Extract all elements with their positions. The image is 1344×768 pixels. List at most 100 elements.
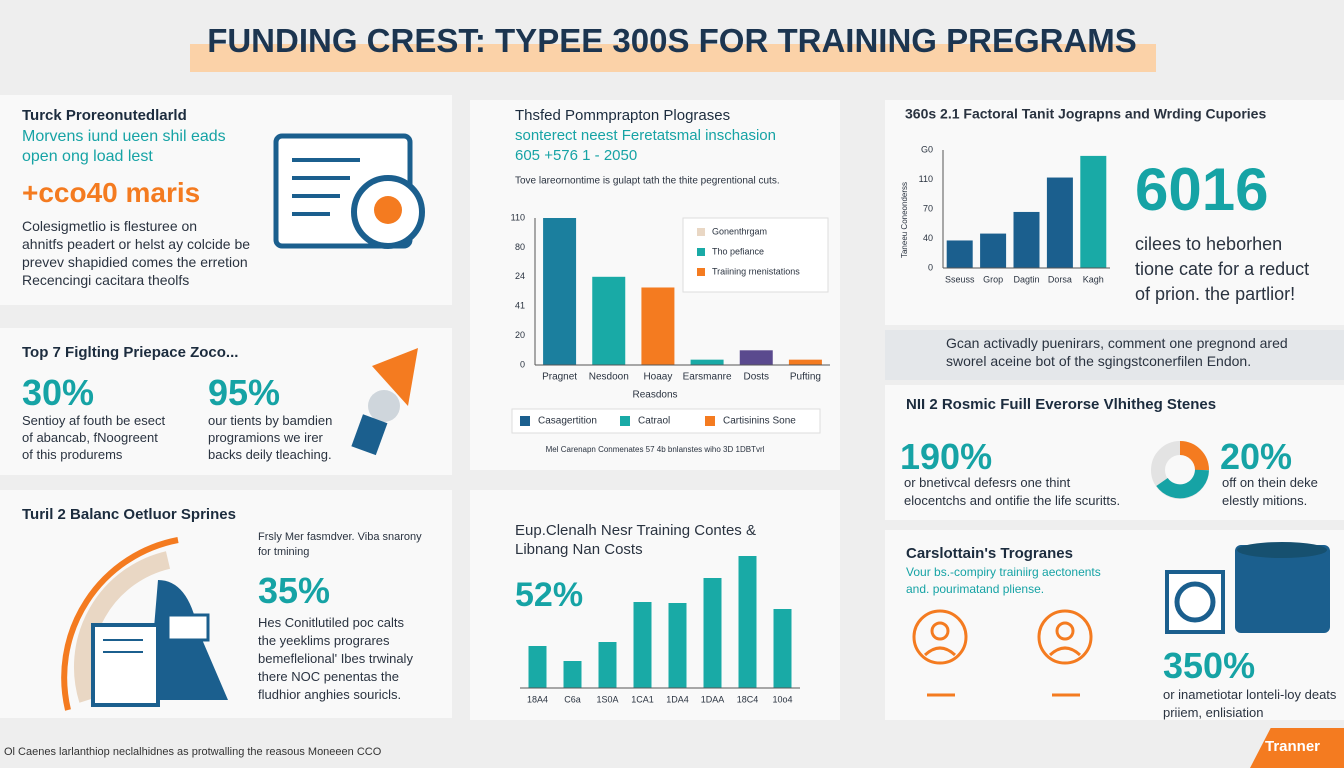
legend-label: Traiining rnenistations — [712, 266, 800, 276]
bar — [528, 646, 547, 688]
legend-box — [682, 217, 829, 293]
bar — [641, 287, 675, 365]
text-line: ahnitfs peadert or helst ay colcide be — [22, 236, 251, 252]
bar — [1013, 211, 1040, 268]
body: cilees to heborhen tione cate for a reduc… — [1135, 232, 1309, 307]
panel — [885, 100, 1344, 325]
y-tick-label: 20 — [515, 330, 525, 340]
y-tick-label: 41 — [515, 301, 525, 311]
y-tick-label: 110 — [919, 174, 933, 184]
text-line: off on thein deke — [1222, 475, 1318, 490]
text-line: elestly mitions. — [1222, 493, 1308, 508]
heading: Turil 2 Balanc Oetluor Sprines — [22, 506, 236, 523]
bar — [739, 350, 773, 365]
text-line: of prion. the partlior! — [1135, 284, 1296, 304]
legend-label: Cartisinins Sone — [723, 416, 796, 427]
text-line: of abancab, fNoogreent — [22, 430, 158, 445]
stat: 20% — [1220, 436, 1293, 477]
text-line: and. pourimatand pliense. — [906, 582, 1045, 596]
text-line: tione cate for a reduct — [1135, 259, 1310, 279]
y-tick-label: 70 — [923, 203, 933, 213]
x-tick-label: Dosts — [743, 372, 769, 383]
panel — [885, 385, 1344, 520]
y-tick-label: 40 — [923, 233, 933, 243]
text-line: open ong load lest — [22, 148, 153, 165]
legend-swatch — [697, 228, 705, 236]
bar — [946, 240, 973, 268]
y-tick-label: 0 — [928, 262, 933, 272]
stat: 350% — [1163, 645, 1256, 686]
bar — [773, 609, 792, 688]
bar — [563, 661, 582, 688]
text-line: cilees to heborhen — [1135, 234, 1283, 254]
y-tick-label: G0 — [921, 144, 933, 154]
bar — [738, 556, 757, 688]
text-line: of this produrems — [22, 447, 123, 462]
heading: Turck Proreonutedlarld — [22, 107, 187, 124]
text-line: backs deily tleaching. — [208, 447, 332, 462]
legend-label: Tho pefiance — [712, 246, 764, 256]
x-tick-label: Grop — [983, 274, 1003, 284]
bar — [633, 602, 652, 688]
x-tick-label: C6a — [564, 694, 581, 704]
text-line: or bnetivcal defesrs one thint — [904, 475, 1071, 490]
x-tick-label: Hoaay — [643, 372, 672, 383]
stat: 6016 — [1135, 156, 1269, 223]
band — [885, 330, 1344, 380]
footer-note: Ol Caenes larlanthiop neclalhidnes as pr… — [4, 746, 382, 758]
title-highlight — [190, 44, 1156, 72]
chart-title: Eup.Clenalh Nesr Training Contes & — [515, 522, 756, 539]
y-tick-label: 24 — [515, 271, 525, 281]
sub: Vour bs.-compiry trainiirg aectonents and… — [906, 564, 1101, 598]
stat: 190% — [900, 436, 993, 477]
x-tick-label: 1CA1 — [631, 694, 654, 704]
stat: 52% — [515, 576, 583, 614]
x-tick-label: Dorsa — [1048, 274, 1072, 284]
chart-title: 360s 2.1 Factoral Tanit Jograpns and Wrd… — [905, 106, 1266, 122]
text-line: Frsly Mer fasmdver. Viba snarony — [258, 531, 422, 543]
bar — [1080, 155, 1107, 268]
x-tick-label: Pragnet — [542, 372, 577, 383]
text-line: Morvens iund ueen shil eads — [22, 128, 226, 145]
text-line: Gcan activadly puenirars, comment one pr… — [946, 335, 1288, 351]
stat: 35% — [258, 570, 331, 611]
text-line: the yeeklims prograres — [258, 633, 390, 648]
x-tick-label: 18C4 — [737, 694, 759, 704]
bar — [668, 603, 687, 688]
chart-title: Thsfed Pommprapton Plograses — [515, 107, 730, 124]
chart-title: Libnang Nan Costs — [515, 541, 643, 558]
heading: Top 7 Figlting Priepace Zoco... — [22, 344, 239, 361]
text-line: priiem, enlisiation — [1163, 705, 1264, 720]
device-icon — [1165, 542, 1330, 634]
legend-label: Casagertition — [538, 416, 597, 427]
x-tick-label: Dagtin — [1013, 274, 1039, 284]
heading: NII 2 Rosmic Fuill Everorse Vlhitheg Ste… — [906, 396, 1217, 413]
x-tick-label: 1DA4 — [666, 694, 689, 704]
body: Colesigmetlio is flesturee on ahnitfs pea… — [22, 217, 250, 289]
text-line: Sentioy af fouth be esect — [22, 413, 166, 428]
x-tick-label: Earsmanre — [683, 372, 732, 383]
donut-icon — [1151, 441, 1209, 499]
bar — [1046, 177, 1073, 268]
x-tick-label: Sseuss — [945, 274, 975, 284]
text-line: programions we irer — [208, 430, 323, 445]
text-line: Recencingi cacitara theolfs — [22, 272, 190, 288]
bar — [980, 233, 1007, 268]
x-tick-label: 18A4 — [527, 694, 548, 704]
panel: Turck Proreonutedlarld Morvens iund ueen… — [0, 95, 452, 305]
bar — [788, 359, 822, 365]
bar — [592, 276, 626, 365]
legend-label: Gonenthrgam — [712, 226, 767, 236]
x-tick-label: Pufting — [790, 372, 821, 383]
legend-swatch — [697, 268, 705, 276]
x-tick-label: 10o4 — [772, 694, 792, 704]
text-line: our tients by bamdien — [208, 413, 333, 428]
x-tick-label: 1DAA — [701, 694, 725, 704]
people-icons — [912, 609, 1093, 697]
icon — [273, 133, 425, 249]
legend-swatch — [520, 416, 530, 426]
heading: Carslottain's Trogranes — [906, 545, 1073, 562]
x-tick-label: Kagh — [1083, 274, 1104, 284]
legend-swatch — [697, 248, 705, 256]
